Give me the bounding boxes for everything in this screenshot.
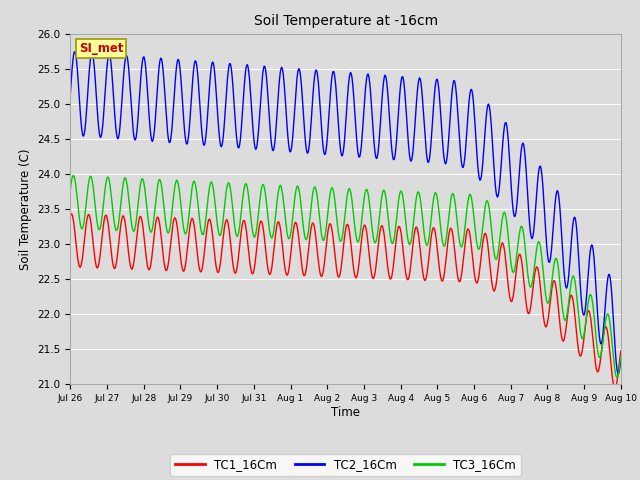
Text: SI_met: SI_met: [79, 42, 123, 55]
Title: Soil Temperature at -16cm: Soil Temperature at -16cm: [253, 14, 438, 28]
TC2_16Cm: [190, 66, 198, 72]
TC1_16Cm: [67, 213, 74, 218]
Line: TC3_16Cm: TC3_16Cm: [70, 175, 621, 377]
TC2_16Cm: [67, 90, 74, 96]
TC2_16Cm: [429, 108, 437, 113]
TC2_16Cm: [71, 49, 79, 55]
TC1_16Cm: [67, 211, 75, 217]
TC3_16Cm: [77, 225, 85, 230]
TC1_16Cm: [134, 225, 141, 230]
TC3_16Cm: [219, 220, 227, 226]
Line: TC1_16Cm: TC1_16Cm: [70, 214, 621, 388]
TC2_16Cm: [219, 138, 227, 144]
Line: TC2_16Cm: TC2_16Cm: [70, 52, 621, 374]
TC1_16Cm: [429, 225, 437, 230]
TC3_16Cm: [413, 191, 421, 197]
TC2_16Cm: [614, 371, 622, 377]
TC1_16Cm: [219, 239, 227, 245]
TC1_16Cm: [77, 263, 85, 268]
TC3_16Cm: [67, 186, 74, 192]
TC3_16Cm: [617, 354, 625, 360]
TC3_16Cm: [134, 204, 141, 210]
TC3_16Cm: [70, 172, 77, 178]
TC3_16Cm: [190, 179, 198, 184]
X-axis label: Time: Time: [331, 406, 360, 419]
TC2_16Cm: [413, 90, 421, 96]
TC2_16Cm: [617, 355, 625, 361]
Y-axis label: Soil Temperature (C): Soil Temperature (C): [19, 148, 32, 270]
TC1_16Cm: [617, 348, 625, 354]
TC3_16Cm: [429, 198, 437, 204]
Legend: TC1_16Cm, TC2_16Cm, TC3_16Cm: TC1_16Cm, TC2_16Cm, TC3_16Cm: [170, 454, 521, 476]
TC1_16Cm: [413, 225, 421, 231]
TC2_16Cm: [134, 119, 141, 125]
TC1_16Cm: [611, 385, 618, 391]
TC3_16Cm: [613, 374, 621, 380]
TC2_16Cm: [77, 120, 85, 126]
TC1_16Cm: [190, 219, 198, 225]
